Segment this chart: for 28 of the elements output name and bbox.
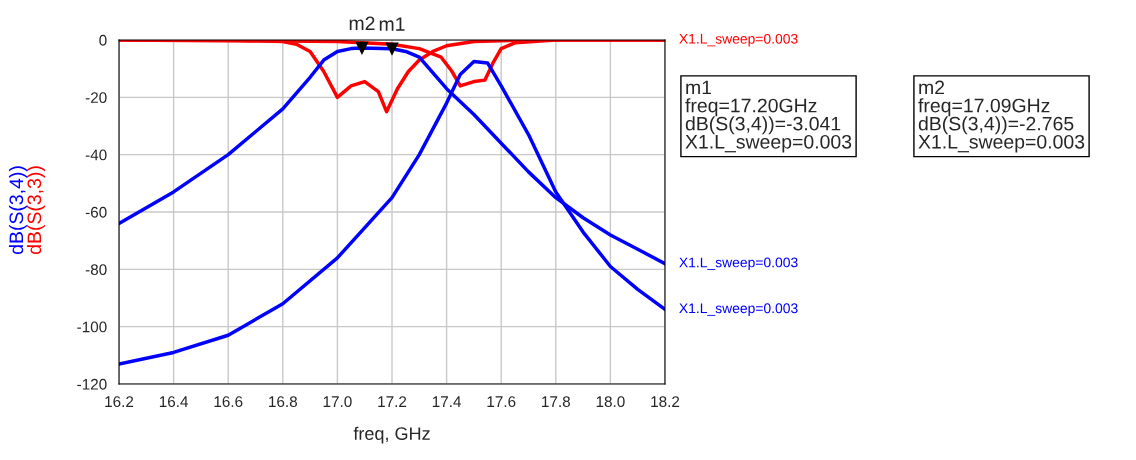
annotation: m1 (379, 17, 405, 31)
x-tick-label: 17.6 (487, 396, 516, 408)
x-tick-label: 17.2 (378, 396, 407, 407)
series-label: X1.L_sweep=0.003 (679, 257, 798, 271)
x-tick-label: 16.6 (214, 396, 243, 408)
x-tick-label: 17.4 (432, 396, 462, 407)
x-axis-title: freq, GHz (353, 426, 430, 444)
x-tick-label: 17.8 (542, 396, 570, 408)
series-label: X1.L_sweep=0.003 (679, 303, 798, 316)
y-tick-label: -20 (85, 92, 107, 104)
text: m2 freq=17.09GHz dB(S(3,4))=-2.765 X1.L_sweep=0.003 (918, 80, 1085, 153)
x-tick-label: 18.2 (651, 396, 680, 408)
y-tick-label: -120 (77, 378, 107, 390)
series-label: X1.L_sweep=0.003 (679, 33, 798, 47)
y-tick-label: -60 (85, 206, 107, 218)
x-tick-label: 18.0 (596, 396, 625, 408)
x-tick-label: 16.8 (269, 396, 297, 408)
x-tick-label: 17.0 (323, 396, 352, 408)
y-tick-label: 0 (99, 34, 107, 46)
y2-axis-title: dB(S(3,3)) (26, 166, 46, 255)
x-tick-label: 16.4 (159, 396, 189, 408)
x-tick-label: 16.2 (105, 396, 134, 408)
annotation: m2 (349, 16, 375, 30)
text: m1 freq=17.20GHz dB(S(3,4))=-3.041 X1.L_sweep=0.003 (685, 80, 852, 153)
y-tick-label: -80 (85, 264, 107, 276)
y-tick-label: -40 (85, 149, 107, 161)
y-tick-label: -100 (77, 321, 107, 333)
y-axis-title: dB(S(3,4)) (8, 166, 28, 255)
